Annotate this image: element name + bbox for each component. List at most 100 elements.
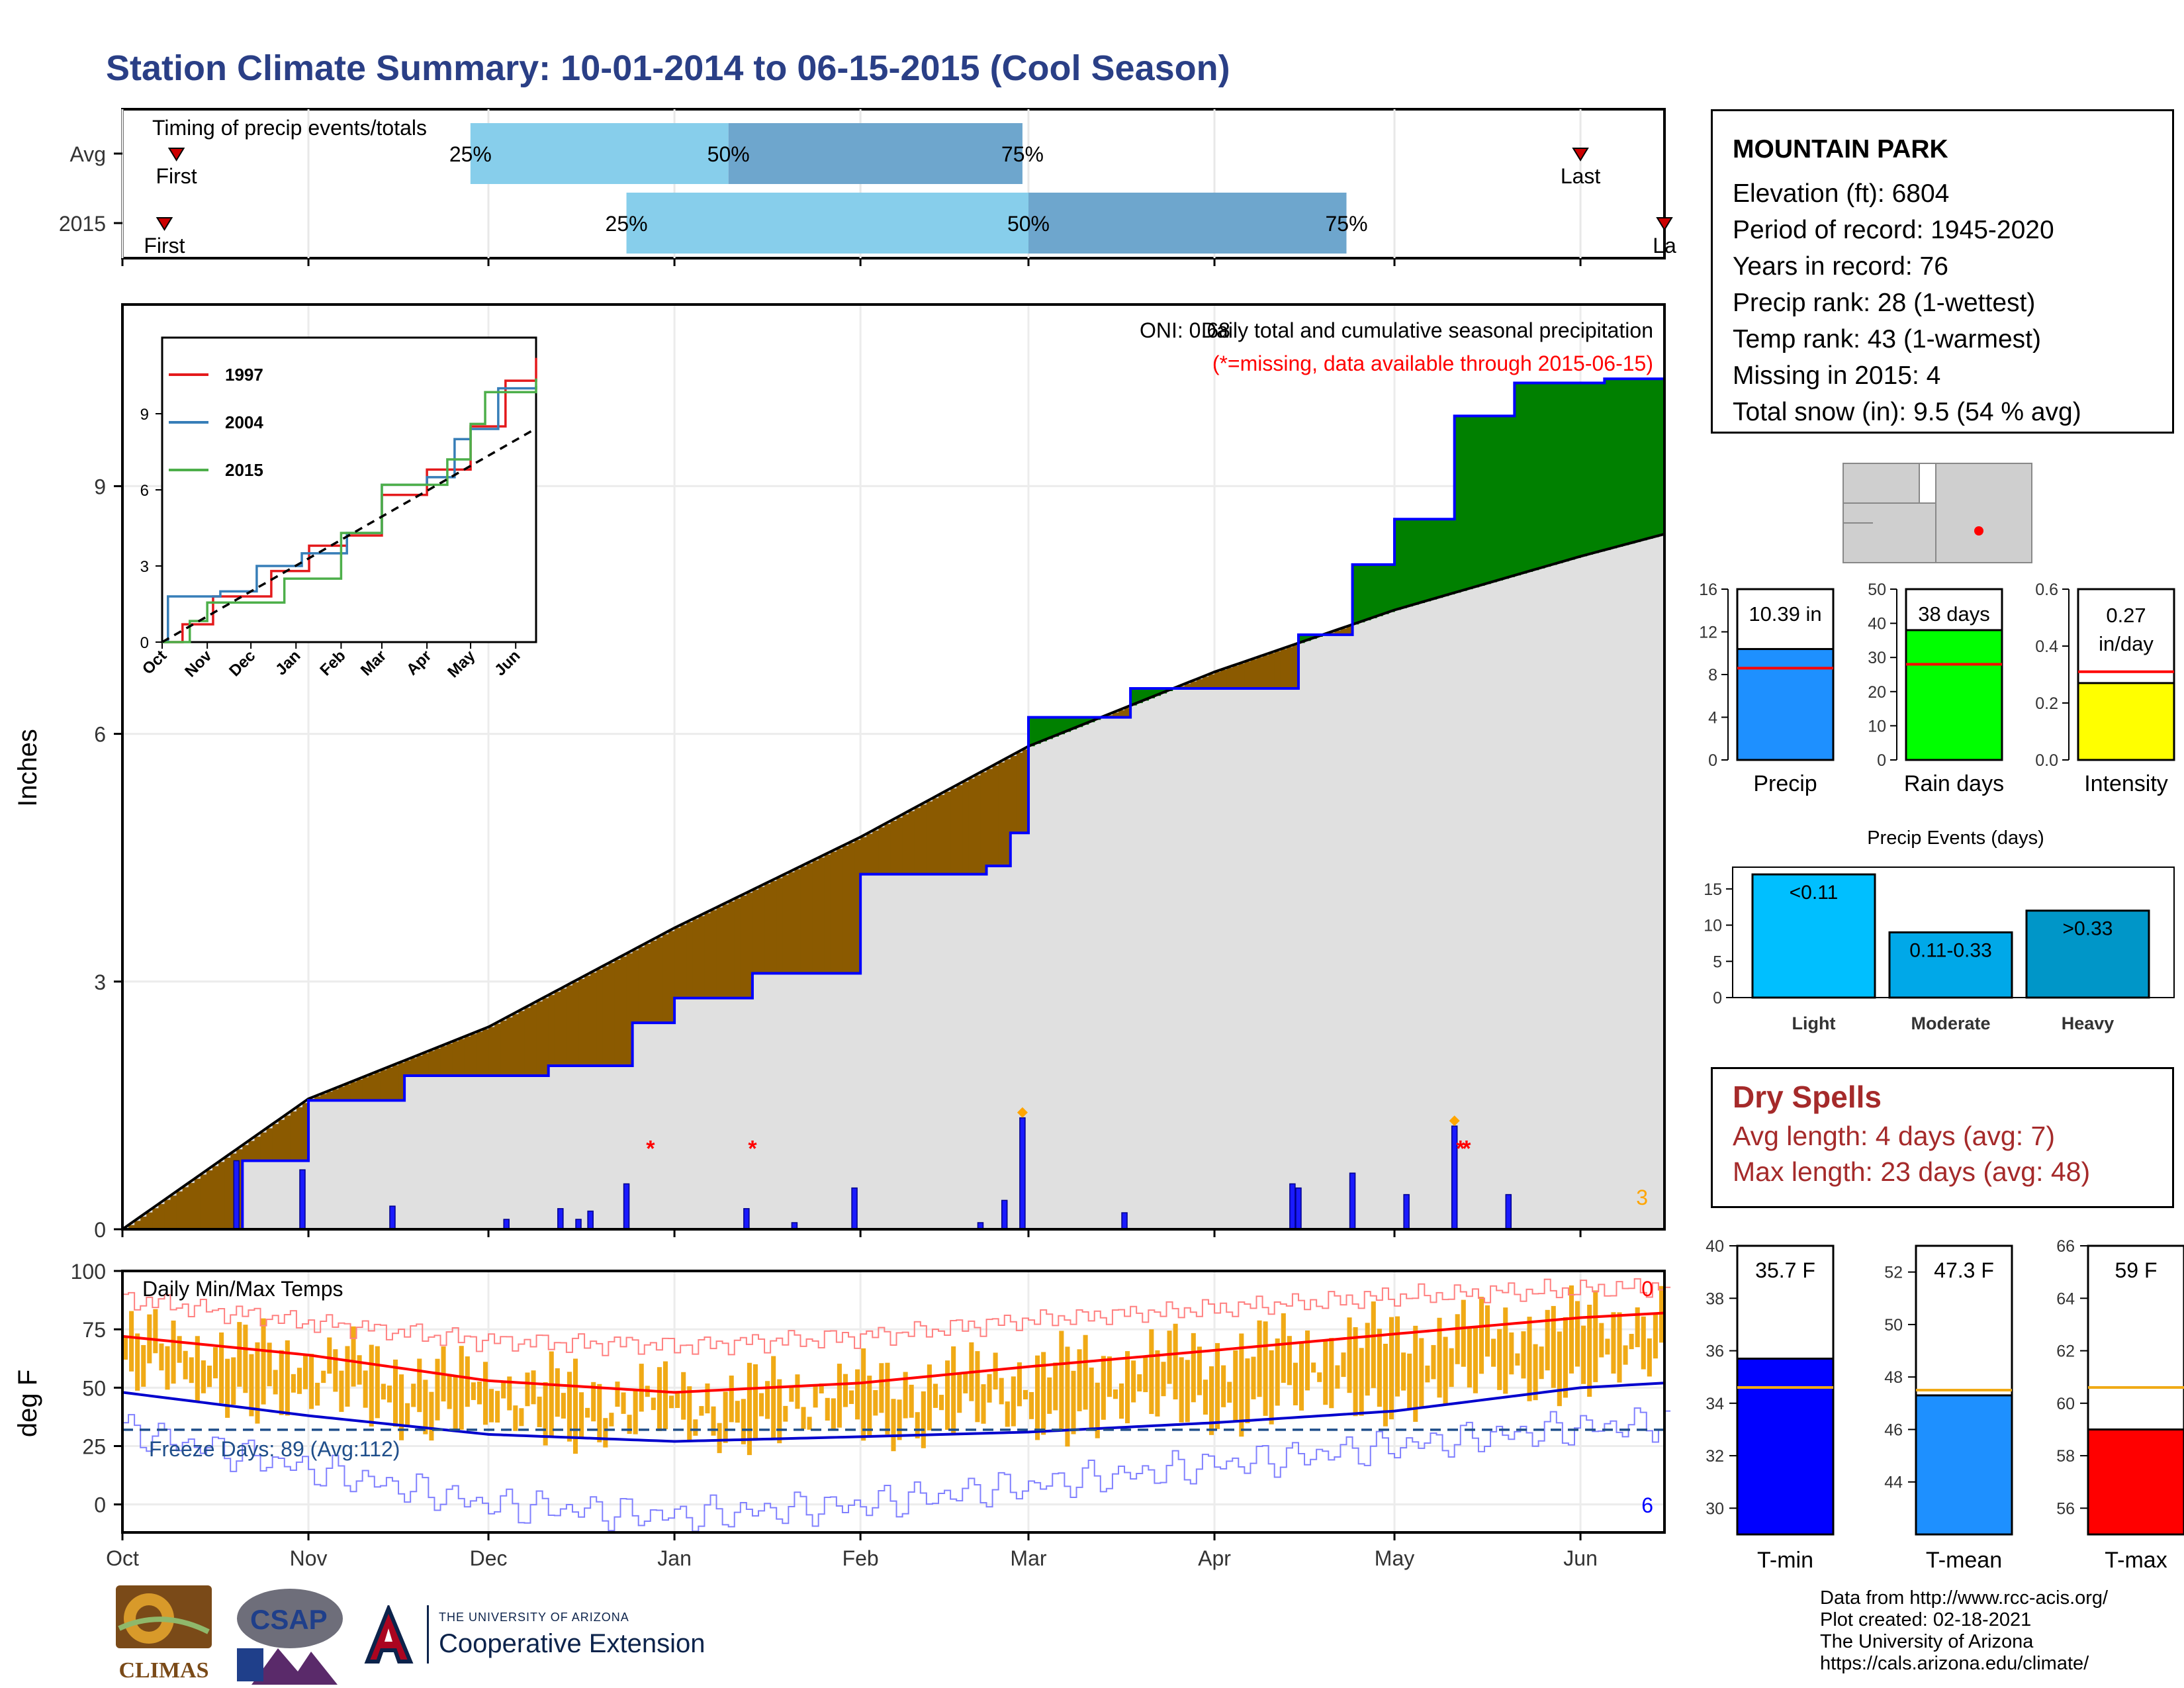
below-normal-area [128,1225,135,1229]
page-title: Station Climate Summary: 10-01-2014 to 0… [106,48,1230,88]
daily-temp-bar [267,1342,272,1387]
daily-temp-bar [849,1390,854,1404]
above-normal-area [1556,383,1563,563]
below-normal-area [290,1111,297,1161]
timing-panel: Avg 25% 50% 75% First Last 2015 25% 50% 75% First L… [59,108,1676,266]
daily-temp-bar [1239,1333,1244,1437]
daily-temp-bar [212,1347,218,1379]
summary-ytick-label: 10 [1868,717,1886,735]
below-normal-area [518,1011,525,1076]
daily-temp-bar [1509,1332,1514,1375]
below-normal-area [326,1092,333,1101]
below-normal-area [620,957,627,1066]
below-normal-area [1334,630,1342,635]
daily-temp-bar [1497,1329,1502,1390]
daily-temp-bar [842,1374,848,1407]
daily-temp-bar [921,1391,926,1448]
daily-temp-bar [723,1391,728,1443]
above-normal-area [1610,379,1617,549]
below-normal-area [584,976,591,1066]
daily-precip-bar [389,1205,396,1230]
below-normal-area [752,890,759,974]
timing-title: Timing of precip events/totals [152,116,427,140]
daily-temp-bar [591,1382,596,1422]
temp-ytick-label: 50 [82,1376,106,1400]
below-normal-area [608,962,615,1066]
station-line: Temp rank: 43 (1-warmest) [1733,325,2041,353]
events-category-label: Heavy [2062,1013,2115,1033]
below-normal-area [740,896,747,998]
below-normal-area [1250,659,1257,689]
below-normal-area [848,843,855,974]
daily-temp-bar [735,1401,740,1423]
timing-row-label: 2015 [59,212,106,236]
daily-temp-bar [555,1368,560,1417]
daily-temp-bar [296,1368,302,1394]
daily-temp-bar [135,1333,140,1391]
precip-ylabel: Inches [13,729,42,807]
temp-summary-value-label: 35.7 F [1755,1258,1815,1282]
daily-temp-bar [423,1380,428,1434]
below-normal-area [830,851,837,974]
record-min-line [122,1407,1671,1532]
count-label: 3 [1636,1186,1648,1209]
temp-xtick-label: Jun [1563,1546,1598,1570]
below-normal-area [566,985,573,1066]
below-normal-area [338,1086,345,1101]
timing-bar-lower [470,123,729,184]
summary-ytick-label: 0.2 [2035,694,2058,713]
below-normal-area [704,913,711,998]
events-bar [1751,873,1876,999]
daily-temp-bar [243,1325,248,1393]
below-normal-area [764,884,771,974]
below-normal-area [872,830,879,874]
below-normal-area [440,1046,447,1076]
below-normal-area [1268,653,1275,689]
temp-xtick-label: Dec [470,1546,508,1570]
daily-temp-bar [405,1403,410,1427]
daily-precip-bar [1295,1187,1302,1230]
daily-temp-bar [1095,1382,1100,1438]
credits: Data from http://www.rcc-acis.org/ Plot … [1820,1587,2108,1675]
daily-temp-bar [1179,1357,1184,1423]
above-normal-area [1574,383,1581,559]
daily-temp-bar [759,1393,764,1417]
below-normal-area [458,1039,465,1076]
below-normal-area [1202,677,1209,689]
daily-temp-bar [1443,1336,1448,1406]
summary-ytick-label: 0 [1708,751,1717,770]
snow-marker-icon [1017,1107,1028,1118]
summary-ytick-label: 50 [1868,581,1886,599]
daily-precip-bar [743,1208,750,1230]
below-normal-area [410,1058,417,1076]
daily-temp-bar [729,1376,734,1423]
above-normal-area [1358,564,1365,623]
below-normal-area [1112,712,1119,718]
p25-label: 25% [606,212,648,236]
below-normal-area [596,969,603,1066]
below-normal-area [944,791,951,874]
summary-chart: 0.0 0.2 0.4 0.6 0.27 in/day Intensity [2035,581,2175,796]
below-normal-area [926,801,933,874]
below-normal-area [770,880,777,974]
above-normal-area [1034,717,1041,744]
daily-temp-bar [597,1383,602,1442]
below-normal-area [224,1157,231,1229]
inset-ytick-label: 6 [140,482,149,500]
ua-extension-logo: THE UNIVERSITY OF ARIZONA Cooperative Ex… [361,1603,738,1665]
summary-ytick-label: 20 [1868,683,1886,702]
csap-logo: CSAP [232,1585,347,1685]
daily-temp-bar [507,1376,512,1411]
below-normal-area [314,1096,321,1101]
below-normal-area [1256,657,1263,689]
daily-temp-bar [891,1399,896,1452]
below-normal-area [500,1020,507,1076]
daily-temp-bar [1118,1383,1124,1419]
summary-value-label: 0.27 [2106,604,2146,627]
inset-legend-label: 1997 [225,365,263,385]
above-normal-area [1604,379,1612,550]
below-normal-area [368,1074,375,1101]
below-normal-area [980,772,987,874]
temp-ytick-label: 100 [71,1260,106,1284]
daily-temp-bar [999,1378,1004,1405]
